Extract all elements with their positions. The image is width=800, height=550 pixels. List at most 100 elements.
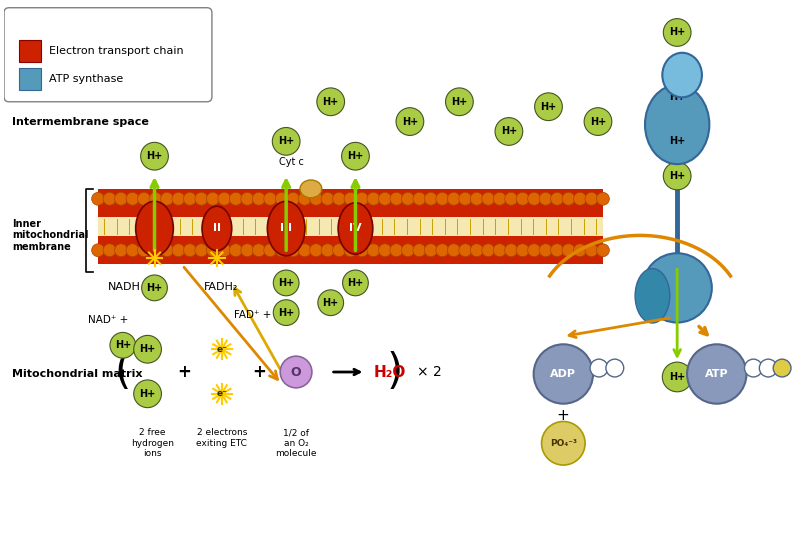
Circle shape [275, 244, 288, 257]
Text: O: O [290, 366, 302, 378]
Text: ATP synthase: ATP synthase [49, 74, 123, 84]
Text: × 2: × 2 [418, 365, 442, 379]
Circle shape [550, 192, 563, 205]
Circle shape [528, 192, 541, 205]
Circle shape [402, 244, 414, 257]
Circle shape [126, 192, 139, 205]
Circle shape [333, 192, 346, 205]
Circle shape [424, 192, 438, 205]
Text: H+: H+ [139, 389, 156, 399]
Ellipse shape [136, 201, 174, 256]
Text: H+: H+ [278, 278, 294, 288]
Text: +: + [253, 363, 266, 381]
Text: 1/2 of
an O₂
molecule: 1/2 of an O₂ molecule [275, 428, 317, 458]
Circle shape [230, 192, 242, 205]
Circle shape [606, 359, 624, 377]
Circle shape [218, 244, 230, 257]
Circle shape [321, 192, 334, 205]
Circle shape [562, 244, 575, 257]
Text: H+: H+ [322, 97, 339, 107]
Circle shape [436, 192, 449, 205]
Circle shape [310, 244, 322, 257]
Circle shape [773, 359, 791, 377]
Circle shape [413, 244, 426, 257]
Circle shape [663, 19, 691, 46]
Circle shape [584, 108, 612, 135]
Circle shape [390, 244, 403, 257]
Circle shape [459, 244, 472, 257]
Circle shape [206, 244, 219, 257]
Circle shape [264, 244, 277, 257]
Text: III: III [280, 223, 292, 233]
Text: +: + [556, 408, 569, 423]
Circle shape [447, 244, 460, 257]
Circle shape [378, 244, 391, 257]
Circle shape [516, 244, 529, 257]
Text: H+: H+ [669, 28, 686, 37]
Circle shape [516, 192, 529, 205]
FancyBboxPatch shape [4, 8, 212, 102]
Ellipse shape [642, 253, 712, 322]
Circle shape [367, 192, 380, 205]
Circle shape [134, 380, 162, 408]
Circle shape [110, 332, 136, 358]
Bar [19, 40, 41, 62]
Text: H+: H+ [278, 307, 294, 317]
Circle shape [495, 118, 522, 145]
Text: H+: H+ [669, 171, 686, 181]
FancyBboxPatch shape [98, 217, 603, 236]
Circle shape [298, 244, 311, 257]
Circle shape [390, 192, 403, 205]
Circle shape [92, 192, 105, 205]
Text: (: ( [114, 350, 131, 393]
Ellipse shape [662, 53, 702, 97]
Circle shape [470, 244, 483, 257]
Circle shape [562, 192, 575, 205]
Text: H+: H+ [114, 340, 131, 350]
Circle shape [252, 192, 265, 205]
Text: ADP: ADP [550, 369, 576, 379]
Circle shape [539, 192, 552, 205]
Circle shape [574, 244, 586, 257]
Circle shape [355, 244, 369, 257]
Circle shape [183, 192, 196, 205]
Circle shape [114, 192, 127, 205]
Circle shape [585, 244, 598, 257]
Circle shape [534, 93, 562, 120]
Ellipse shape [645, 85, 710, 164]
Circle shape [149, 244, 162, 257]
Text: H₂O: H₂O [374, 365, 406, 380]
Circle shape [662, 362, 692, 392]
Circle shape [482, 244, 494, 257]
Circle shape [539, 244, 552, 257]
Text: H+: H+ [146, 283, 162, 293]
Circle shape [195, 192, 208, 205]
Circle shape [241, 244, 254, 257]
Circle shape [759, 359, 777, 377]
Text: FADH₂: FADH₂ [204, 282, 238, 292]
Circle shape [424, 244, 438, 257]
Circle shape [663, 83, 691, 111]
Circle shape [274, 300, 299, 326]
Circle shape [505, 192, 518, 205]
Circle shape [149, 192, 162, 205]
Ellipse shape [202, 206, 232, 251]
Circle shape [528, 244, 541, 257]
Circle shape [663, 162, 691, 190]
Text: FAD⁺ +: FAD⁺ + [234, 310, 271, 320]
Circle shape [138, 244, 150, 257]
Circle shape [275, 192, 288, 205]
Circle shape [342, 142, 370, 170]
Text: H+: H+ [669, 372, 686, 382]
Text: ): ) [387, 350, 403, 393]
Text: II: II [213, 223, 221, 233]
Circle shape [310, 192, 322, 205]
Text: ATP: ATP [705, 369, 729, 379]
Circle shape [446, 88, 474, 116]
Circle shape [114, 244, 127, 257]
Circle shape [103, 244, 116, 257]
Text: e⁻: e⁻ [216, 389, 227, 398]
Text: Cyt c: Cyt c [278, 157, 303, 167]
Text: 2 free
hydrogen
ions: 2 free hydrogen ions [131, 428, 174, 458]
Text: H+: H+ [139, 344, 156, 354]
